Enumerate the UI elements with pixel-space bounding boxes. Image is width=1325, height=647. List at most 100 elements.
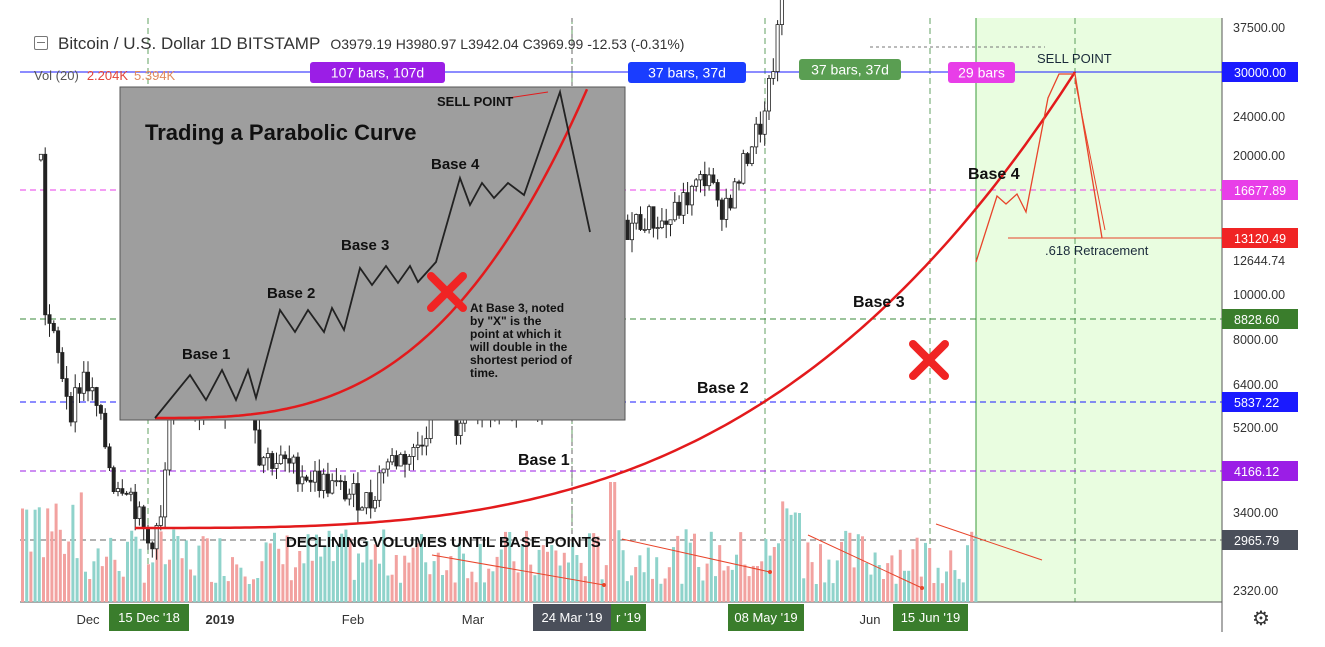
collapse-icon[interactable] <box>34 36 48 50</box>
volume-bar <box>189 569 192 602</box>
volume-bar <box>903 570 906 602</box>
volume-bar <box>29 551 33 602</box>
volume-bar <box>281 564 285 602</box>
volume-bar <box>512 561 516 602</box>
volume-bar <box>953 570 957 602</box>
annotation-base-1: Base 1 <box>518 452 570 469</box>
volume-bar <box>961 582 965 602</box>
volume-bar <box>600 579 604 602</box>
x-tick-label: Feb <box>342 612 364 627</box>
y-tick-label: 3400.00 <box>1233 506 1278 520</box>
volume-bar <box>869 574 873 602</box>
candle-body <box>77 387 82 394</box>
gear-icon[interactable]: ⚙ <box>1252 608 1270 630</box>
volume-bar <box>764 539 768 602</box>
x-tick-label: Dec <box>76 612 100 627</box>
volume-bar <box>739 532 743 602</box>
candle-body <box>154 525 159 550</box>
volume-bar <box>827 559 831 602</box>
volume-bar <box>898 549 902 602</box>
y-tick-label: 24000.00 <box>1233 110 1285 124</box>
volume-bar <box>79 492 83 602</box>
candle-body <box>90 387 95 392</box>
volume-bar <box>634 567 638 602</box>
projection-path <box>975 73 1103 263</box>
volume-bar <box>361 562 365 602</box>
symbol-title[interactable]: Bitcoin / U.S. Dollar 1D BITSTAMP <box>58 34 321 53</box>
candle-body <box>94 387 99 406</box>
volume-bar <box>457 543 461 602</box>
volume-bar <box>966 545 969 602</box>
volume-bar <box>54 503 58 602</box>
volume-bar <box>193 575 197 602</box>
volume-bar <box>176 536 180 602</box>
volume-bar <box>172 529 176 602</box>
inset-parabola <box>155 88 589 420</box>
volume-bar <box>928 548 932 602</box>
volume-bar <box>96 548 100 602</box>
candle-body <box>749 146 754 164</box>
inset-note-line: shortest period of <box>470 353 573 367</box>
price-tag-5 <box>1222 461 1298 481</box>
candle-body <box>689 185 694 206</box>
candle-body <box>655 227 660 230</box>
candle-body <box>398 453 403 467</box>
volume-bar <box>222 576 226 602</box>
candle-body <box>458 422 463 437</box>
date-tag-label-0: 15 Dec '18 <box>118 610 180 625</box>
inset-base-1: Base 1 <box>182 346 230 363</box>
volume-bar <box>726 566 730 602</box>
volume-bar <box>71 504 75 602</box>
volume-bar <box>436 552 440 602</box>
volume-bar <box>168 559 171 602</box>
candle-body <box>300 476 305 485</box>
volume-bar <box>394 555 398 602</box>
candle-body <box>64 378 69 397</box>
volume-bar <box>142 582 146 602</box>
volume-bar <box>735 554 738 602</box>
candle-body <box>338 480 343 483</box>
inset-x-mark <box>427 272 467 312</box>
volume-bar <box>197 545 201 602</box>
volume-bar <box>525 530 528 602</box>
volume-bar <box>37 507 41 602</box>
volume-bar <box>541 545 545 602</box>
candle-body <box>664 220 669 225</box>
volume-bar <box>121 576 125 602</box>
volume-bar <box>340 533 344 602</box>
volume-value-1: 2.204K <box>86 68 129 83</box>
candle-body <box>287 458 292 464</box>
candle-body <box>728 197 733 209</box>
volume-bar <box>260 561 264 602</box>
y-tick-label: 10000.00 <box>1233 288 1285 302</box>
candle-body <box>295 456 300 485</box>
candle-body <box>702 173 707 187</box>
volume-bar <box>873 552 877 602</box>
candle-body <box>407 456 412 465</box>
volume-bar <box>294 567 297 602</box>
candle-body <box>754 123 759 148</box>
candle-body <box>758 123 763 135</box>
y-tick-label: 20000.00 <box>1233 149 1285 163</box>
volume-bar <box>449 556 453 602</box>
volume-bar <box>856 534 860 602</box>
candle-body <box>128 491 133 495</box>
volume-bar <box>756 566 759 602</box>
inset-note-line: point at which it <box>470 327 561 341</box>
volume-arrow-1 <box>621 538 771 573</box>
volume-label[interactable]: Vol (20) <box>34 68 79 83</box>
candle-body <box>767 78 772 112</box>
candle-body <box>133 491 138 520</box>
candle-body <box>107 446 112 469</box>
candle-body <box>43 153 48 316</box>
bar-count-box-2 <box>799 59 901 80</box>
volume-bar <box>772 547 776 602</box>
volume-bar <box>495 556 499 602</box>
volume-bar <box>88 579 92 602</box>
volume-bar <box>382 529 386 602</box>
candle-body <box>715 182 720 201</box>
volume-bar <box>365 541 369 602</box>
volume-bar <box>33 509 37 602</box>
volume-bar <box>714 576 717 602</box>
volume-bar <box>970 531 974 602</box>
